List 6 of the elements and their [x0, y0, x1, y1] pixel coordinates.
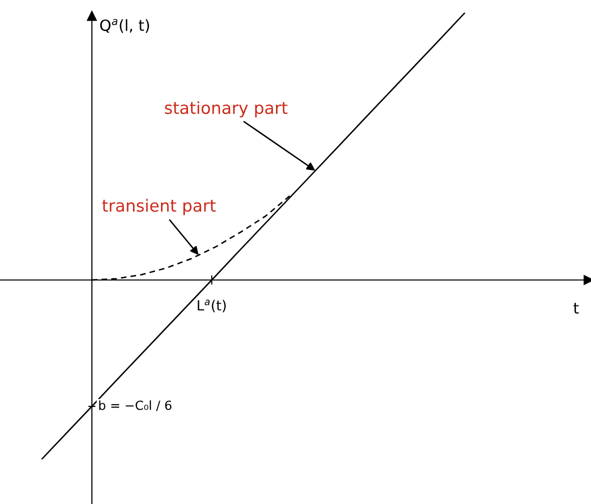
annotation: transient part: [102, 198, 216, 216]
text: t: [574, 302, 579, 314]
annotation: stationary part: [164, 101, 288, 118]
annotation: L$^{a}$(t): [198, 300, 226, 312]
annotation: b = −C₀l / 6: [99, 400, 172, 412]
y-axis-title: Q$^{a}$(l, t): [100, 18, 150, 33]
